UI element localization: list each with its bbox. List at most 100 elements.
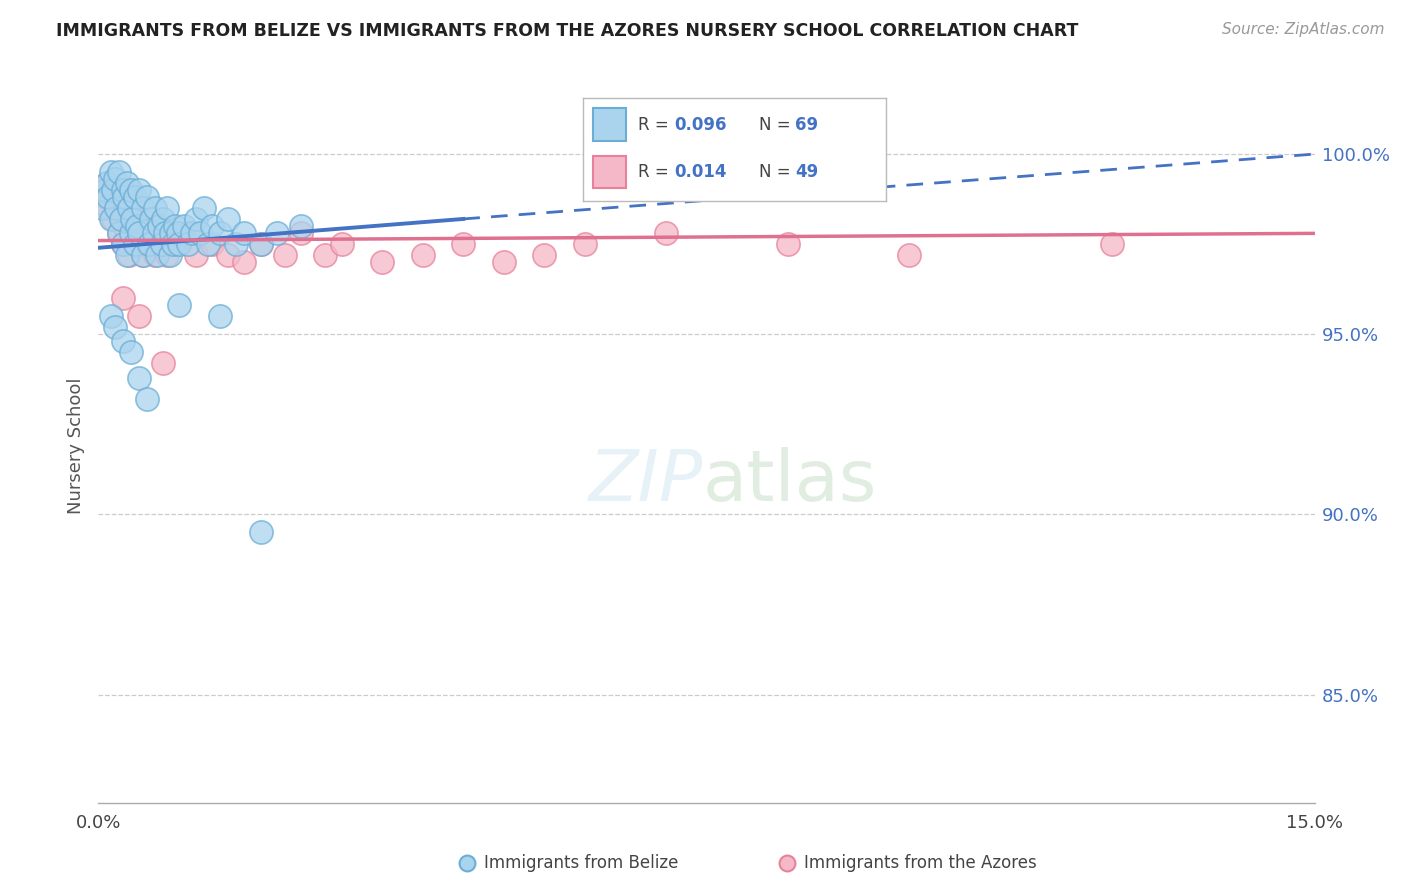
Point [201,219,224,234]
Point [197,237,219,252]
Text: N =: N = [759,116,796,134]
Point [412,248,434,262]
Point [110,211,132,226]
Point [165,219,187,234]
Point [217,248,239,262]
Point [266,227,288,241]
Point [655,227,678,241]
Point [162,237,184,252]
Point [453,237,475,252]
Point [121,219,143,234]
Point [121,211,143,226]
Point [176,227,198,241]
Point [209,310,232,324]
Text: 0.096: 0.096 [675,116,727,134]
Point [124,190,146,204]
Point [100,211,122,226]
Point [148,219,170,234]
Point [152,356,174,370]
Point [233,255,256,269]
Point [776,237,799,252]
Point [107,165,129,179]
Point [127,211,149,226]
Point [111,291,134,305]
Point [115,248,138,262]
Text: atlas: atlas [703,447,877,516]
Point [143,201,166,215]
Point [173,219,195,234]
Point [169,237,191,252]
Point [152,211,174,226]
Point [898,248,921,262]
Text: 69: 69 [796,116,818,134]
Point [101,211,124,226]
Point [167,227,190,241]
Point [128,227,150,241]
Point [274,248,297,262]
Point [128,370,150,384]
Point [148,237,170,252]
Point [112,219,135,234]
Point [132,248,155,262]
Point [112,190,135,204]
Point [249,237,271,252]
Point [249,525,271,540]
Point [100,165,122,179]
Point [128,227,150,241]
Text: 49: 49 [796,163,818,181]
Point [115,176,138,190]
Point [1101,237,1123,252]
Bar [592,108,626,141]
Point [136,237,159,252]
Point [225,237,247,252]
Point [132,201,155,215]
Point [330,237,353,252]
Point [136,392,159,406]
Point [107,227,129,241]
Point [97,190,120,204]
Point [120,345,142,359]
Bar [592,155,626,188]
Text: Source: ZipAtlas.com: Source: ZipAtlas.com [1222,22,1385,37]
Point [110,211,132,226]
Y-axis label: Nursery School: Nursery School [66,377,84,515]
Point [143,248,166,262]
Point [139,211,162,226]
Point [139,227,162,241]
Point [184,211,207,226]
Point [132,248,155,262]
Point [142,227,165,241]
Point [290,227,312,241]
Point [150,237,173,252]
Point [290,219,312,234]
Text: Immigrants from Belize: Immigrants from Belize [484,854,678,872]
Point [153,227,176,241]
Point [456,856,478,871]
Point [118,201,141,215]
Point [91,201,114,215]
Point [104,183,127,197]
Point [193,201,215,215]
Point [128,183,150,197]
Point [138,237,160,252]
Point [201,237,224,252]
Text: R =: R = [638,163,673,181]
Point [169,298,191,312]
Point [152,227,174,241]
Text: ZIP: ZIP [589,447,703,516]
Point [120,227,142,241]
Point [776,856,799,871]
Point [115,201,138,215]
Point [111,334,134,349]
Point [107,227,129,241]
Point [217,211,239,226]
Point [176,237,198,252]
Text: N =: N = [759,163,796,181]
Point [180,227,202,241]
Point [104,320,127,334]
Point [101,183,124,197]
Point [533,248,555,262]
Point [111,183,134,197]
Point [104,172,127,186]
Point [100,183,122,197]
